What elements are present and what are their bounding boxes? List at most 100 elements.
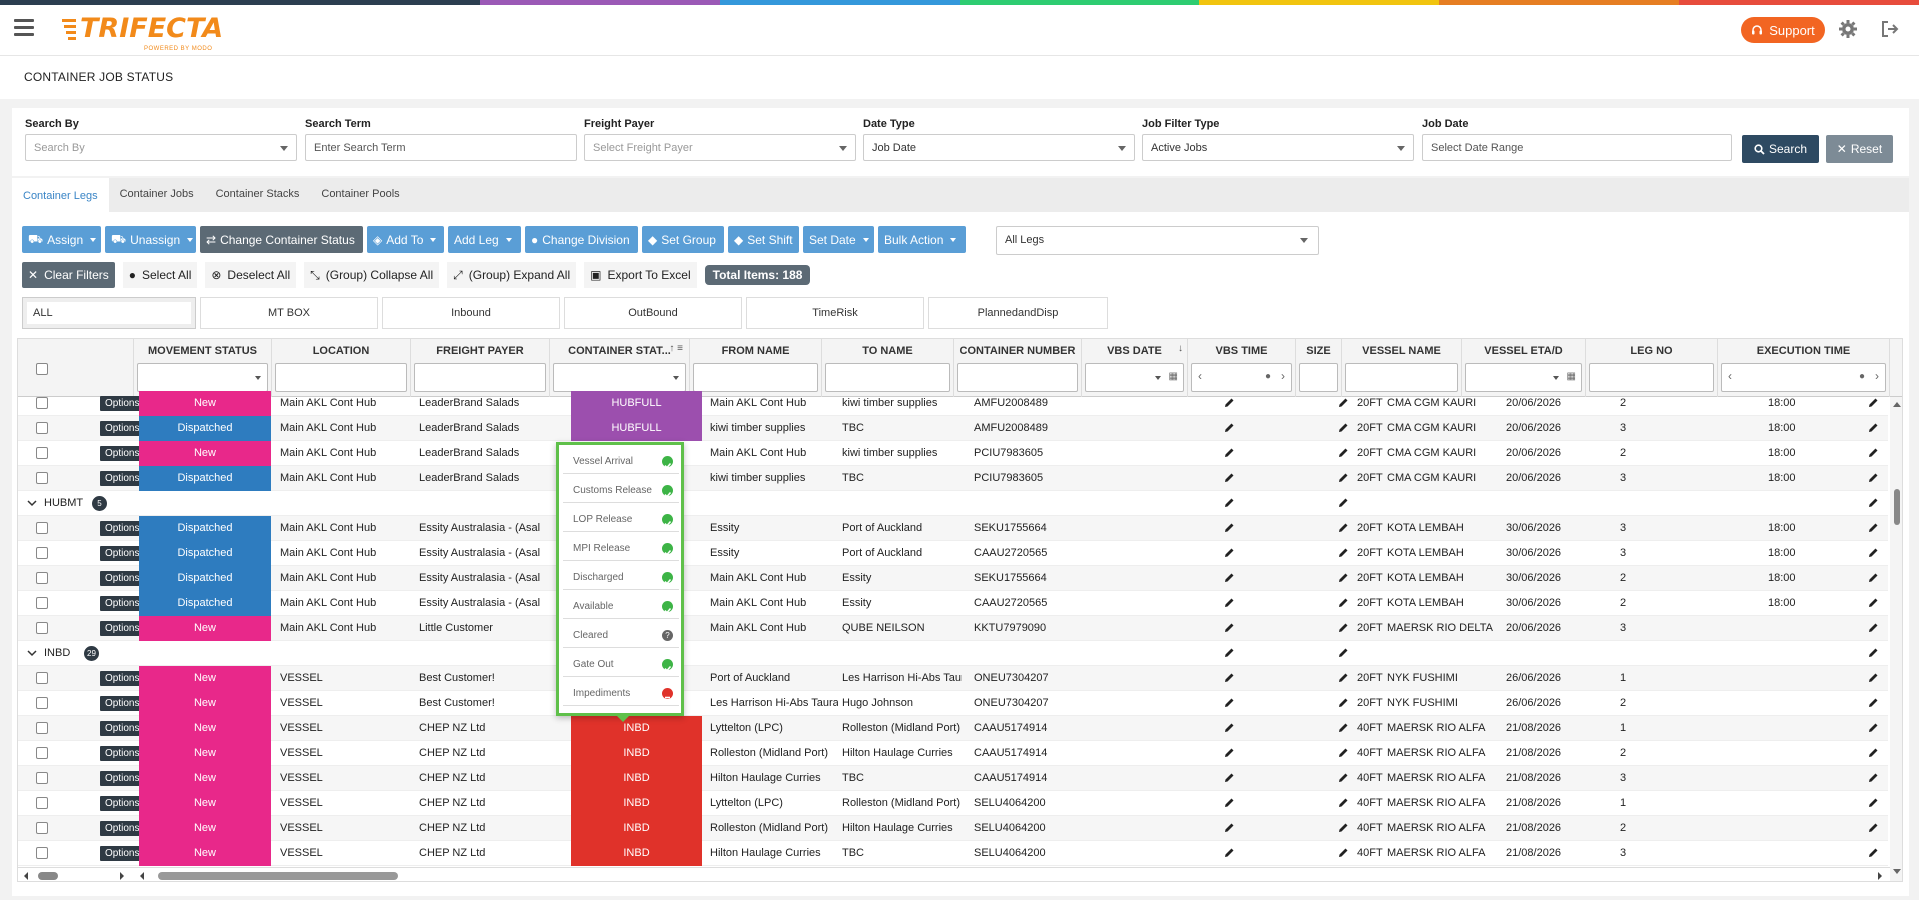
support-button[interactable]: Support — [1741, 17, 1825, 43]
column-filter-input[interactable]: ‹ ● › — [1721, 363, 1886, 392]
table-row[interactable]: Options Dispatched Main AKL Cont Hub Leader… — [18, 416, 1888, 441]
edit-pencil-icon[interactable] — [1224, 547, 1235, 558]
row-options-button[interactable]: Options — [100, 421, 145, 436]
expand-all-button[interactable]: ⤢ (Group) Expand All — [447, 262, 577, 288]
row-options-button[interactable]: Options — [100, 521, 145, 536]
container-status-badge[interactable]: HUBFULL — [571, 391, 702, 416]
table-row[interactable]: Options New VESSEL CHEP NZ Ltd INBD Rolleston… — [18, 741, 1888, 766]
table-row[interactable]: Options New VESSEL Best Customer! Les Harris… — [18, 691, 1888, 716]
sort-icon[interactable]: ↑ ≡ — [669, 343, 683, 354]
edit-pencil-icon[interactable] — [1868, 797, 1879, 808]
table-row[interactable]: Options Dispatched Main AKL Cont Hub Leader… — [18, 466, 1888, 491]
row-options-button[interactable]: Options — [100, 821, 145, 836]
reset-button[interactable]: ✕ Reset — [1826, 135, 1893, 163]
column-header[interactable]: FREIGHT PAYER — [411, 339, 550, 397]
edit-pencil-icon[interactable] — [1868, 522, 1879, 533]
edit-pencil-icon[interactable] — [1868, 647, 1879, 658]
edit-pencil-icon[interactable] — [1868, 622, 1879, 633]
edit-pencil-icon[interactable] — [1868, 497, 1879, 508]
column-filter-input[interactable] — [1345, 363, 1458, 392]
row-options-button[interactable]: Options — [100, 446, 145, 461]
row-options-button[interactable]: Options — [100, 546, 145, 561]
quick-filter-all[interactable]: ALL — [22, 297, 196, 329]
table-row[interactable]: Options Dispatched Main AKL Cont Hub Essity… — [18, 566, 1888, 591]
row-options-button[interactable]: Options — [100, 846, 145, 861]
quick-filter-timerisk[interactable]: TimeRisk — [746, 297, 924, 329]
set-shift-button[interactable]: ◆ Set Shift — [728, 226, 799, 253]
date-type-select[interactable]: Job Date — [863, 134, 1135, 161]
edit-pencil-icon[interactable] — [1338, 797, 1349, 808]
edit-pencil-icon[interactable] — [1224, 622, 1235, 633]
edit-pencil-icon[interactable] — [1868, 772, 1879, 783]
deselect-all-button[interactable]: ⊗ Deselect All — [205, 262, 297, 288]
edit-pencil-icon[interactable] — [1868, 472, 1879, 483]
chevron-right-icon[interactable]: › — [1875, 369, 1879, 383]
column-header[interactable]: TO NAME — [822, 339, 954, 397]
edit-pencil-icon[interactable] — [1868, 397, 1879, 408]
search-term-input[interactable]: Enter Search Term — [305, 134, 577, 161]
scroll-right-icon[interactable] — [118, 871, 126, 881]
row-checkbox[interactable] — [36, 797, 48, 809]
row-options-button[interactable]: Options — [100, 696, 145, 711]
edit-pencil-icon[interactable] — [1224, 747, 1235, 758]
edit-pencil-icon[interactable] — [1224, 447, 1235, 458]
row-checkbox[interactable] — [36, 747, 48, 759]
vertical-scroll-thumb[interactable] — [1894, 489, 1900, 525]
column-header[interactable]: SIZE — [1296, 339, 1342, 397]
change-division-button[interactable]: ● Change Division — [525, 226, 638, 253]
row-options-button[interactable]: Options — [100, 396, 145, 411]
row-checkbox[interactable] — [36, 472, 48, 484]
change-container-status-button[interactable]: ⇄ Change Container Status — [200, 226, 363, 253]
logout-icon[interactable] — [1880, 19, 1900, 39]
job-filter-type-select[interactable]: Active Jobs — [1142, 134, 1414, 161]
edit-pencil-icon[interactable] — [1338, 447, 1349, 458]
search-button[interactable]: Search — [1742, 135, 1819, 163]
edit-pencil-icon[interactable] — [1338, 497, 1349, 508]
edit-pencil-icon[interactable] — [1338, 822, 1349, 833]
row-options-button[interactable]: Options — [100, 746, 145, 761]
clock-icon[interactable]: ● — [1858, 371, 1865, 382]
table-row[interactable]: Options Dispatched Main AKL Cont Hub Essity… — [18, 541, 1888, 566]
chevron-right-icon[interactable]: › — [1281, 369, 1285, 383]
edit-pencil-icon[interactable] — [1224, 572, 1235, 583]
edit-pencil-icon[interactable] — [1338, 572, 1349, 583]
row-options-button[interactable]: Options — [100, 796, 145, 811]
row-options-button[interactable]: Options — [100, 571, 145, 586]
table-row[interactable]: Options New VESSEL Best Customer! Port of Au… — [18, 666, 1888, 691]
edit-pencil-icon[interactable] — [1338, 697, 1349, 708]
legs-filter-select[interactable]: All Legs — [996, 226, 1319, 255]
edit-pencil-icon[interactable] — [1338, 397, 1349, 408]
table-row[interactable]: Options New Main AKL Cont Hub LeaderBrand S… — [18, 441, 1888, 466]
edit-pencil-icon[interactable] — [1868, 572, 1879, 583]
chevron-left-icon[interactable]: ‹ — [1198, 369, 1202, 383]
column-header[interactable]: FROM NAME — [690, 339, 822, 397]
chevron-down-icon[interactable] — [27, 648, 37, 658]
row-checkbox[interactable] — [36, 847, 48, 859]
column-filter-input[interactable]: ▦ — [1085, 363, 1184, 392]
row-checkbox[interactable] — [36, 547, 48, 559]
assign-button[interactable]: ⛟ Assign — [22, 226, 101, 253]
column-header[interactable]: LEG NO — [1586, 339, 1718, 397]
edit-pencil-icon[interactable] — [1868, 447, 1879, 458]
edit-pencil-icon[interactable] — [1224, 697, 1235, 708]
table-row[interactable]: Options New VESSEL CHEP NZ Ltd INBD Hilton Ha… — [18, 841, 1888, 866]
container-status-badge[interactable]: INBD — [571, 841, 702, 866]
row-options-button[interactable]: Options — [100, 721, 145, 736]
column-filter-input[interactable]: ▦ — [1465, 363, 1582, 392]
table-row[interactable]: Options New VESSEL CHEP NZ Ltd INBD Lyttelton… — [18, 791, 1888, 816]
edit-pencil-icon[interactable] — [1224, 647, 1235, 658]
column-filter-input[interactable] — [275, 363, 407, 392]
add-leg-button[interactable]: Add Leg — [448, 226, 521, 253]
edit-pencil-icon[interactable] — [1338, 647, 1349, 658]
row-checkbox[interactable] — [36, 422, 48, 434]
row-checkbox[interactable] — [36, 772, 48, 784]
column-filter-input[interactable]: ‹ ● › — [1191, 363, 1292, 392]
column-header[interactable]: MOVEMENT STATUS — [134, 339, 272, 397]
edit-pencil-icon[interactable] — [1338, 522, 1349, 533]
tab-container-legs[interactable]: Container Legs — [12, 178, 109, 212]
column-header[interactable]: CONTAINER NUMBER — [954, 339, 1082, 397]
vertical-scrollbar[interactable] — [1890, 397, 1902, 881]
row-options-button[interactable]: Options — [100, 671, 145, 686]
quick-filter-mt-box[interactable]: MT BOX — [200, 297, 378, 329]
edit-pencil-icon[interactable] — [1224, 672, 1235, 683]
